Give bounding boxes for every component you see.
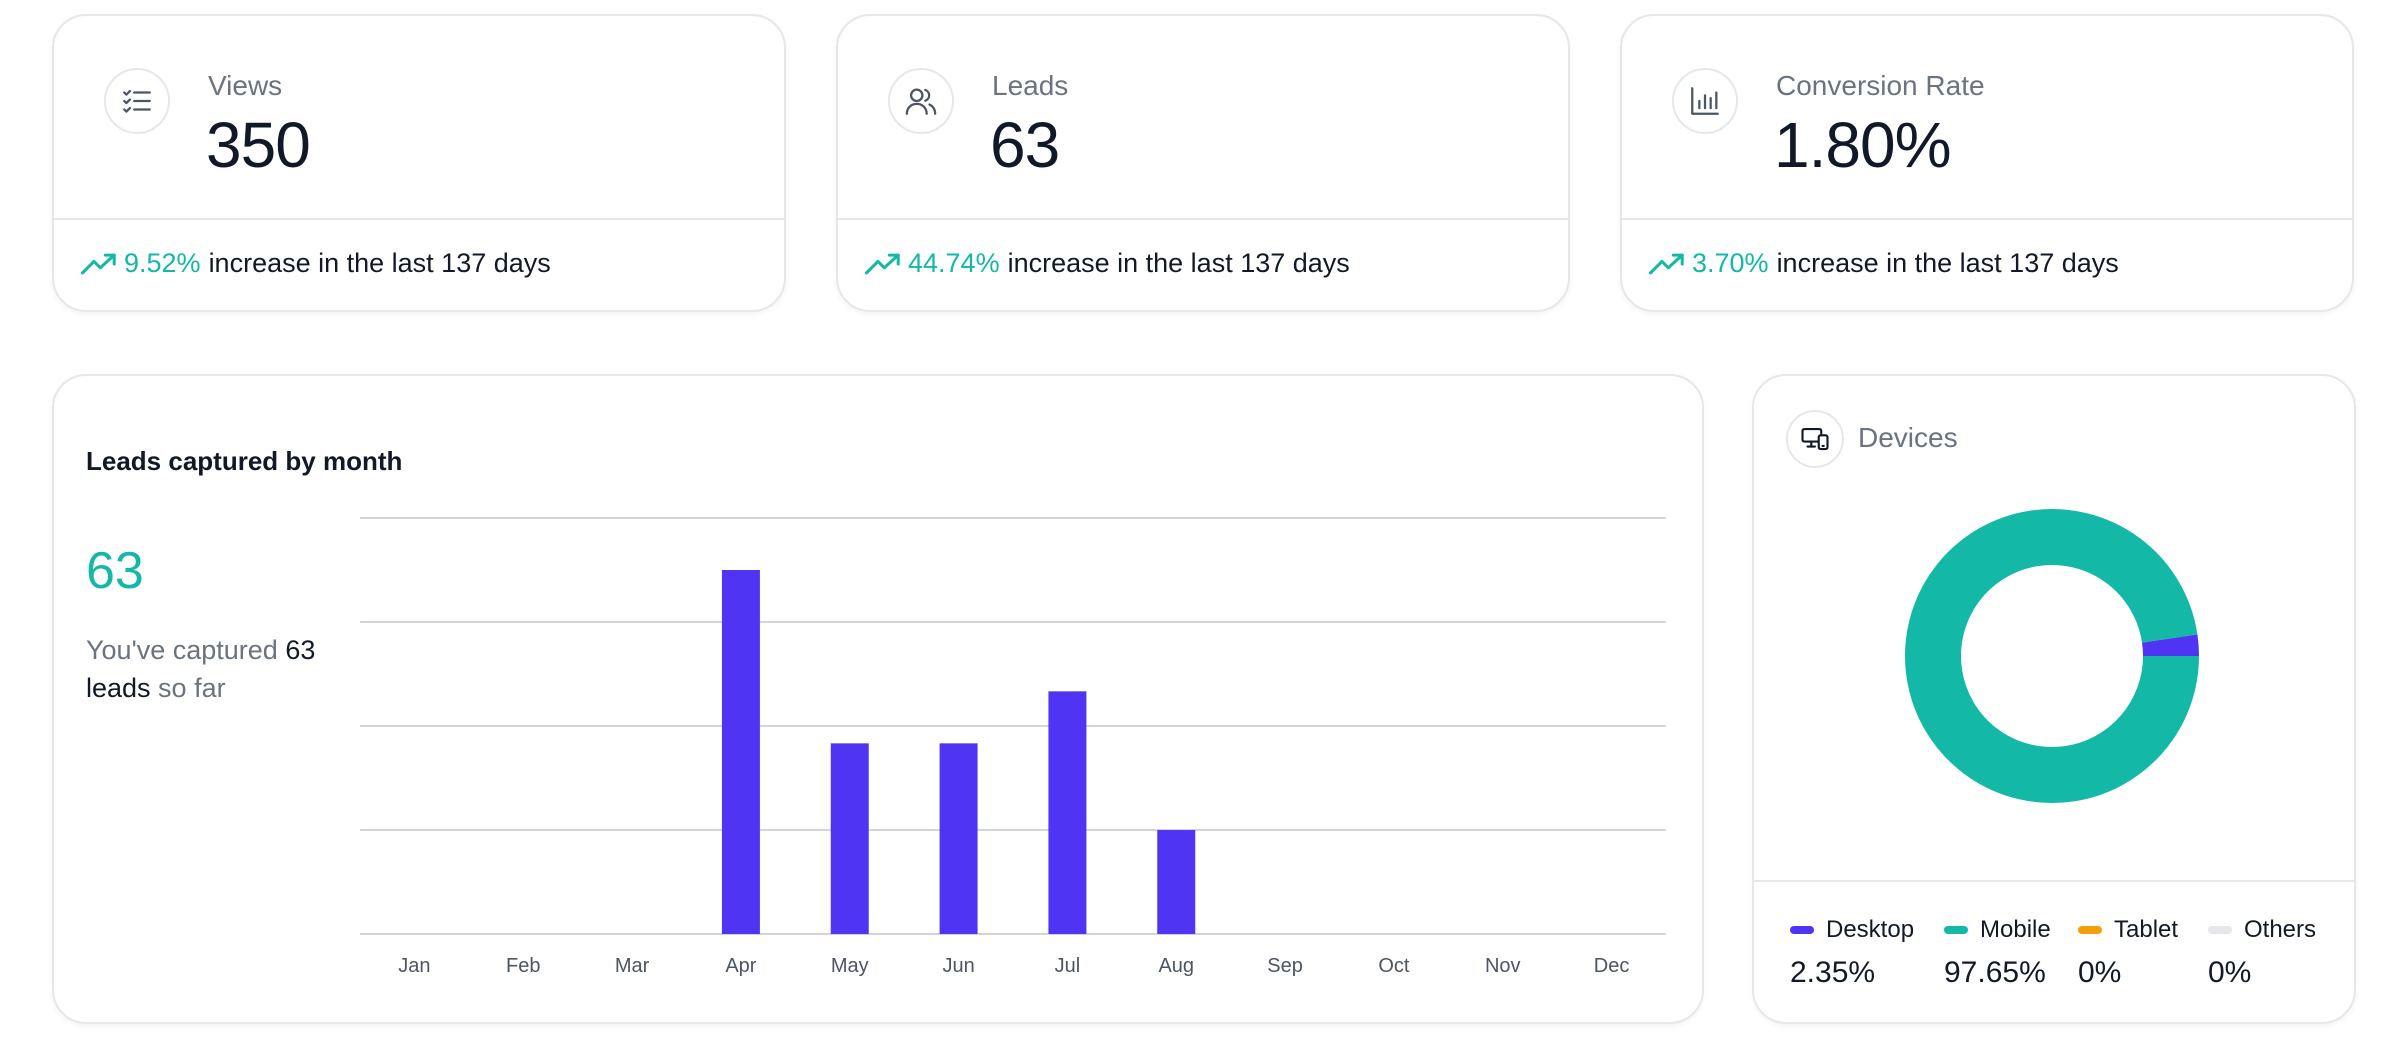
conversion-trend: 3.70% increase in the last 137 days (1648, 248, 2119, 279)
desc-count: 63 (285, 635, 316, 665)
chart-title: Leads captured by month (86, 446, 403, 476)
bar-aug[interactable] (1157, 830, 1196, 934)
conversion-change: 3.70% (1692, 248, 1769, 278)
desktop-value: 2.35% (1790, 956, 1876, 989)
conversion-card-header: Conversion Rate 1.80% (1622, 16, 2352, 220)
x-tick-jan: Jan (398, 955, 430, 977)
conversion-rate-label: Conversion Rate (1776, 70, 1985, 101)
views-value: 350 (206, 109, 311, 181)
x-tick-nov: Nov (1485, 955, 1521, 977)
leads-description: You've captured 63 leads so far (86, 631, 346, 707)
conversion-rate-value: 1.80% (1774, 109, 1951, 181)
trending-up-icon (865, 253, 900, 274)
views-change: 9.52% (124, 248, 201, 278)
views-card-header: Views 350 (54, 16, 784, 220)
desc-prefix: You've captured (86, 635, 286, 665)
legend-mobile: Mobile 97.65% (1944, 916, 2051, 990)
leads-card: Leads 63 44.74% increase in the last 137… (836, 14, 1570, 312)
tablet-label: Tablet (2114, 916, 2179, 943)
mobile-swatch (1944, 926, 1968, 934)
x-tick-mar: Mar (615, 955, 650, 977)
desktop-swatch (1790, 926, 1814, 934)
x-tick-aug: Aug (1158, 955, 1194, 977)
x-tick-oct: Oct (1378, 955, 1410, 977)
others-label: Others (2244, 916, 2317, 943)
devices-icon (1786, 410, 1844, 468)
slice-mobile[interactable] (1905, 509, 2199, 803)
bar-jun[interactable] (939, 743, 978, 934)
leads-card-header: Leads 63 (838, 16, 1568, 220)
devices-donut-chart (1905, 509, 2199, 803)
leads-change: 44.74% (908, 248, 1000, 278)
conversion-change-suffix: increase in the last 137 days (1776, 248, 2119, 278)
leads-change-suffix: increase in the last 137 days (1007, 248, 1350, 278)
others-value: 0% (2208, 956, 2252, 989)
leads-trend: 44.74% increase in the last 137 days (864, 248, 1350, 279)
leads-label: Leads (992, 70, 1069, 101)
mobile-value: 97.65% (1944, 956, 2046, 989)
views-change-suffix: increase in the last 137 days (208, 248, 551, 278)
tablet-swatch (2078, 926, 2102, 934)
trending-up-icon (1649, 253, 1684, 274)
legend-desktop: Desktop 2.35% (1790, 916, 1914, 990)
devices-card: Devices Desktop 2.35% Mobile 97.65% Tabl… (1752, 374, 2356, 1024)
legend-others: Others 0% (2208, 916, 2316, 990)
bar-chart-icon (1672, 68, 1738, 134)
views-card: Views 350 9.52% increase in the last 137… (52, 14, 786, 312)
leads-bar-chart: Jan Feb Mar Apr May Jun Jul Aug Sep Oct Nov Dec (360, 517, 1666, 977)
desktop-label: Desktop (1826, 916, 1915, 943)
x-tick-sep: Sep (1267, 955, 1303, 977)
x-tick-feb: Feb (506, 955, 540, 977)
devices-title: Devices (1858, 422, 1958, 453)
x-tick-apr: Apr (725, 955, 756, 977)
leads-total: 63 (86, 542, 144, 600)
desc-suffix: so far (150, 673, 226, 703)
leads-value: 63 (990, 109, 1060, 181)
views-trend: 9.52% increase in the last 137 days (80, 248, 551, 279)
checklist-icon (104, 68, 170, 134)
trending-up-icon (81, 253, 116, 274)
leads-by-month-card: Leads captured by month 63 You've captur… (52, 374, 1704, 1024)
devices-divider (1754, 880, 2354, 882)
others-swatch (2208, 926, 2232, 934)
tablet-value: 0% (2078, 956, 2122, 989)
mobile-label: Mobile (1980, 916, 2051, 943)
x-tick-jun: Jun (942, 955, 974, 977)
x-tick-jul: Jul (1055, 955, 1081, 977)
views-label: Views (208, 70, 283, 101)
users-icon (888, 68, 954, 134)
conversion-rate-card: Conversion Rate 1.80% 3.70% increase in … (1620, 14, 2354, 312)
bar-jul[interactable] (1048, 691, 1087, 934)
legend-tablet: Tablet 0% (2078, 916, 2178, 990)
bar-apr[interactable] (721, 570, 760, 934)
bar-may[interactable] (830, 743, 869, 934)
desc-leads: leads (86, 673, 151, 703)
x-tick-may: May (831, 955, 869, 977)
x-tick-dec: Dec (1594, 955, 1630, 977)
